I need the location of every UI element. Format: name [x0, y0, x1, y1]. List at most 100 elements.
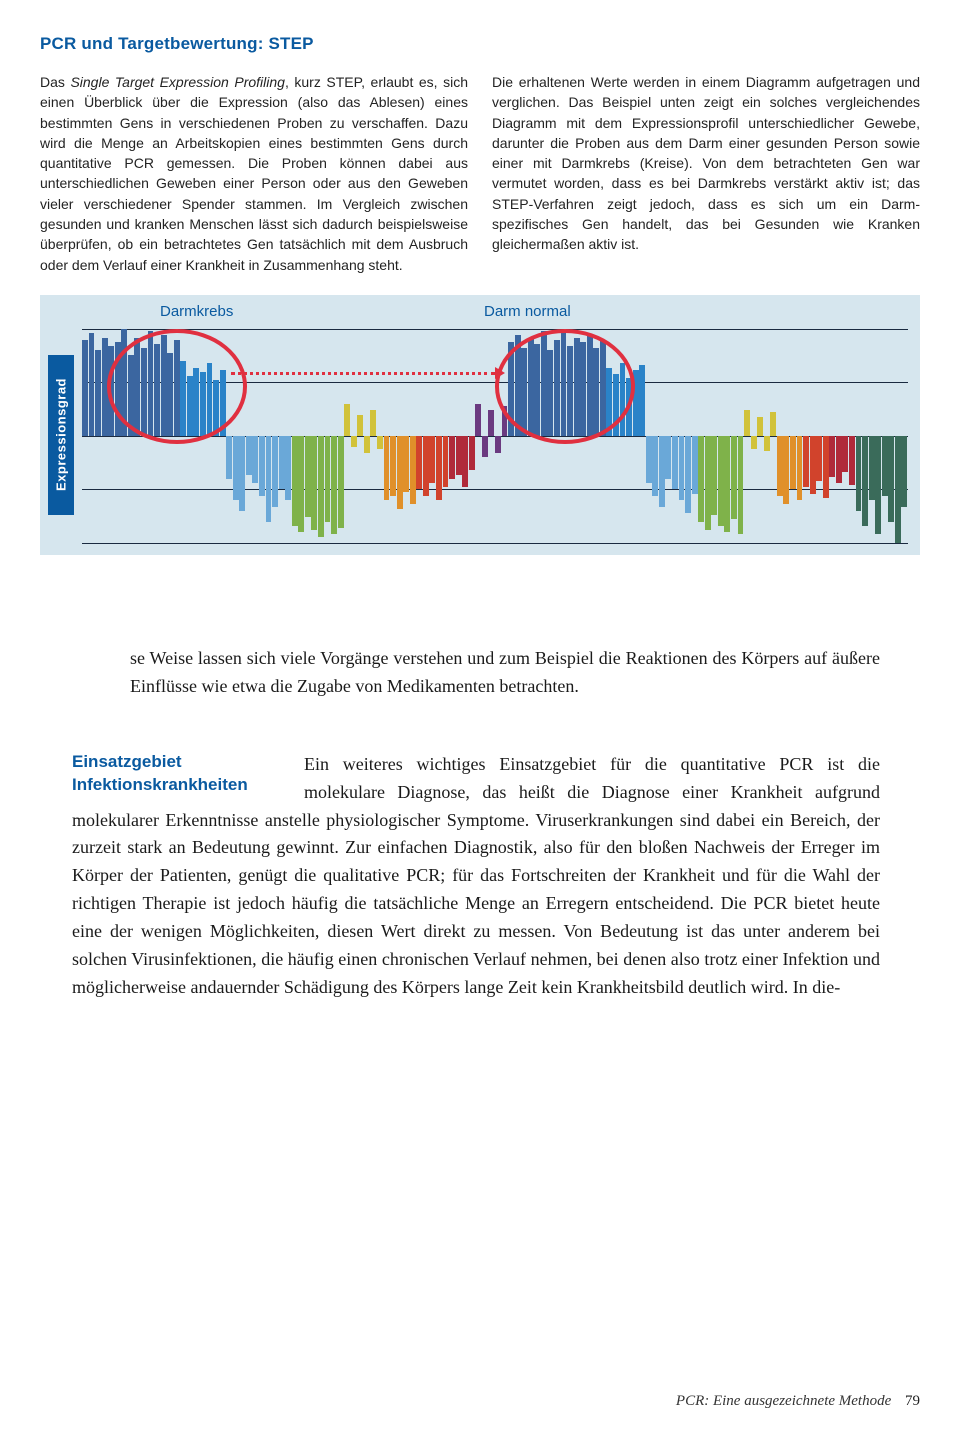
chart-plot-area [82, 329, 908, 543]
body-paragraph-1: se Weise lassen sich viele Vorgänge vers… [130, 645, 880, 701]
bar [810, 436, 816, 494]
bar [777, 436, 783, 496]
bar [757, 417, 763, 436]
bar [561, 333, 567, 436]
bar [338, 436, 344, 528]
bar [488, 410, 494, 436]
bar [521, 348, 527, 436]
bar [646, 436, 652, 483]
bar [502, 406, 508, 436]
bar [705, 436, 711, 530]
bar [744, 410, 750, 436]
bar [875, 436, 881, 534]
bar [626, 378, 632, 436]
bar [659, 436, 665, 507]
heading-line2: Infektionskrankheiten [72, 775, 248, 794]
bar [220, 370, 226, 436]
bar [246, 436, 252, 475]
bar [285, 436, 291, 500]
bar [652, 436, 658, 496]
bar [606, 368, 612, 436]
bar [193, 368, 199, 436]
bar [141, 348, 147, 436]
bar [403, 436, 409, 492]
bar [128, 355, 134, 436]
bar [226, 436, 232, 479]
bar [836, 436, 842, 483]
bar [574, 338, 580, 436]
bar [587, 335, 593, 436]
bar [148, 331, 154, 436]
bar [318, 436, 324, 537]
bar [842, 436, 848, 472]
bar [89, 333, 95, 436]
bar [272, 436, 278, 507]
bar [613, 374, 619, 436]
section-infektionskrankheiten: Einsatzgebiet Infektionskrankheiten Ein … [72, 751, 880, 1002]
bar [456, 436, 462, 475]
bar [416, 436, 422, 490]
comparison-arrow [231, 372, 495, 375]
bar [370, 410, 376, 436]
bar [429, 436, 435, 483]
bar [134, 338, 140, 436]
section-title: PCR und Targetbewertung: STEP [40, 34, 920, 54]
label-darm-normal: Darm normal [484, 303, 571, 320]
chart-group-labels: Darmkrebs Darm normal [160, 303, 880, 320]
bar [882, 436, 888, 496]
bar [888, 436, 894, 522]
bar [600, 340, 606, 436]
bar [869, 436, 875, 500]
bar [233, 436, 239, 500]
bar [711, 436, 717, 515]
bar [764, 436, 770, 451]
bar [665, 436, 671, 479]
bar [554, 340, 560, 436]
bar [187, 376, 193, 436]
bar [121, 329, 127, 436]
heading-line1: Einsatzgebiet [72, 752, 182, 771]
bar [331, 436, 337, 534]
bar [174, 340, 180, 436]
bar [462, 436, 468, 487]
bar [207, 363, 213, 436]
bar [580, 342, 586, 436]
bar [508, 342, 514, 436]
bar [541, 331, 547, 436]
bar [305, 436, 311, 517]
bar [515, 335, 521, 436]
bar [239, 436, 245, 511]
text: , kurz STEP, erlaubt es, sich einen Über… [40, 74, 468, 273]
y-axis-label: Expressionsgrad [48, 355, 74, 515]
bar [783, 436, 789, 504]
intro-columns: Das Single Target Expression Profiling, … [40, 72, 920, 275]
bar [672, 436, 678, 490]
bar [167, 353, 173, 436]
bar [279, 436, 285, 490]
bar [751, 436, 757, 449]
bar [384, 436, 390, 500]
bar [95, 350, 101, 436]
bar [108, 346, 114, 436]
bar [357, 415, 363, 436]
bar [567, 346, 573, 436]
bar [738, 436, 744, 534]
bar [901, 436, 907, 507]
bar [252, 436, 258, 483]
bar [724, 436, 730, 532]
bar [311, 436, 317, 530]
bar [679, 436, 685, 500]
bar [639, 365, 645, 436]
bar [266, 436, 272, 522]
bar [364, 436, 370, 453]
page-number: 79 [905, 1393, 920, 1409]
footer-title: PCR: Eine ausgezeichnete Methode [676, 1393, 891, 1409]
bar [449, 436, 455, 479]
text: Das [40, 74, 70, 90]
bar [797, 436, 803, 500]
page-footer: PCR: Eine ausgezeichnete Methode 79 [676, 1393, 920, 1410]
label-darmkrebs: Darmkrebs [160, 303, 484, 320]
bar [698, 436, 704, 522]
bar [377, 436, 383, 449]
bar [534, 344, 540, 436]
